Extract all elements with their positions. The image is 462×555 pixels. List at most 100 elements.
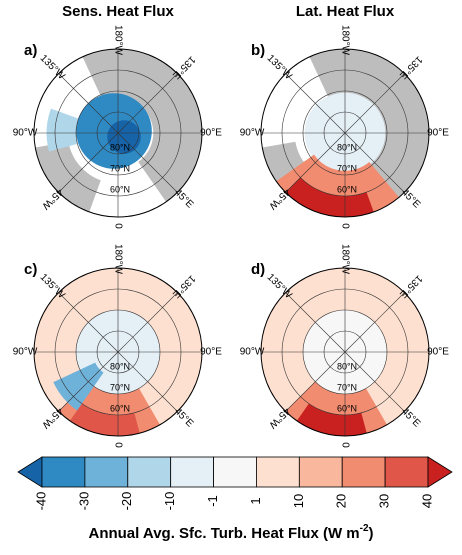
colorbar-tick-label: -20 bbox=[119, 492, 134, 511]
lon-label: 45°E bbox=[399, 406, 422, 429]
lon-label: 0 bbox=[339, 223, 350, 229]
lon-label: 0 bbox=[339, 442, 350, 448]
lon-label: 45°W bbox=[39, 405, 65, 431]
lat-label: 60°N bbox=[337, 403, 357, 413]
lat-label: 80°N bbox=[110, 361, 130, 371]
lon-label: 90°E bbox=[200, 128, 222, 139]
colorbar-tick-label: -1 bbox=[205, 495, 220, 507]
lon-label: 180°W bbox=[112, 25, 123, 56]
panel-label: d) bbox=[251, 261, 265, 278]
meridian bbox=[285, 351, 346, 412]
land-gray bbox=[308, 49, 429, 204]
map-panel: 180°W135°E90°E45°E045°W90°W135°W60°N70°N… bbox=[13, 3, 223, 229]
lat-label: 70°N bbox=[337, 382, 357, 392]
map-panel: 180°W135°E90°E45°E045°W90°W135°W60°N70°N… bbox=[240, 3, 450, 229]
meridian bbox=[285, 292, 346, 353]
meridian bbox=[117, 73, 178, 134]
flux-shade bbox=[53, 362, 104, 411]
map-border bbox=[33, 267, 203, 437]
meridian bbox=[117, 132, 178, 193]
lon-label: 90°W bbox=[13, 347, 38, 358]
lon-label: 135°W bbox=[38, 272, 67, 301]
meridian bbox=[58, 73, 119, 134]
panel-title: Lat. Heat Flux bbox=[296, 3, 395, 20]
meridian bbox=[285, 73, 346, 134]
lat-label: 70°N bbox=[110, 163, 130, 173]
colorbar-bin bbox=[213, 456, 257, 488]
flux-shade bbox=[107, 120, 141, 154]
colorbar-label: Annual Avg. Sfc. Turb. Heat Flux (W m-2) bbox=[88, 523, 373, 542]
lat-label: 60°N bbox=[110, 403, 130, 413]
meridian bbox=[344, 132, 405, 193]
colorbar-tick-label: 1 bbox=[248, 497, 263, 504]
meridian bbox=[344, 292, 405, 353]
lon-label: 180°W bbox=[339, 244, 350, 275]
colorbar-bin bbox=[41, 456, 86, 488]
lon-label: 90°E bbox=[200, 347, 222, 358]
map-panel: 180°W135°E90°E45°E045°W90°W135°W60°N70°N… bbox=[13, 244, 223, 448]
colorbar-tick-label: -40 bbox=[33, 492, 48, 511]
colorbar-bin bbox=[170, 456, 214, 488]
lon-label: 0 bbox=[112, 442, 123, 448]
lon-label: 45°E bbox=[399, 187, 422, 210]
lon-label: 45°E bbox=[172, 406, 195, 429]
meridian bbox=[58, 292, 119, 353]
colorbar-tick-label: 40 bbox=[419, 494, 434, 508]
colorbar-bin bbox=[84, 456, 129, 488]
meridian bbox=[117, 292, 178, 353]
colorbar-extend bbox=[17, 456, 43, 488]
colorbar-bin bbox=[256, 456, 300, 488]
panel-label: b) bbox=[251, 42, 265, 59]
meridian bbox=[117, 351, 178, 412]
meridian bbox=[285, 132, 346, 193]
lon-label: 135°W bbox=[265, 53, 294, 82]
map-panel: 180°W135°E90°E45°E045°W90°W135°W60°N70°N… bbox=[240, 244, 450, 448]
colorbar-tick-label: 20 bbox=[334, 494, 349, 508]
lon-label: 90°E bbox=[427, 128, 449, 139]
colorbar-bin bbox=[384, 456, 429, 488]
lat-label: 60°N bbox=[110, 184, 130, 194]
lon-label: 45°E bbox=[172, 187, 195, 210]
flux-shade bbox=[46, 108, 79, 152]
land-gray bbox=[34, 141, 101, 214]
lon-label: 180°W bbox=[112, 244, 123, 275]
lon-label: 45°W bbox=[266, 186, 292, 212]
colorbar-tick-label: -30 bbox=[76, 492, 91, 511]
colorbar-extend bbox=[427, 456, 453, 488]
colorbar-tick-label: -10 bbox=[162, 492, 177, 511]
lat-label: 70°N bbox=[337, 163, 357, 173]
meridian bbox=[58, 132, 119, 193]
panel-label: c) bbox=[24, 261, 37, 278]
lon-label: 135°W bbox=[265, 272, 294, 301]
lon-label: 180°W bbox=[339, 25, 350, 56]
lat-label: 80°N bbox=[337, 361, 357, 371]
colorbar-label-part: ) bbox=[369, 525, 374, 542]
panel-label: a) bbox=[24, 42, 37, 59]
lon-label: 90°W bbox=[13, 128, 38, 139]
lat-label: 80°N bbox=[110, 142, 130, 152]
colorbar-tick-label: 30 bbox=[377, 494, 392, 508]
meridian bbox=[344, 73, 405, 134]
lon-label: 90°E bbox=[427, 347, 449, 358]
map-border bbox=[260, 48, 430, 218]
meridian bbox=[58, 351, 119, 412]
lon-label: 45°W bbox=[266, 405, 292, 431]
lon-label: 90°W bbox=[240, 347, 265, 358]
land-gray bbox=[81, 49, 202, 204]
colorbar-bin bbox=[341, 456, 386, 488]
lon-label: 45°W bbox=[39, 186, 65, 212]
map-border bbox=[260, 267, 430, 437]
lat-label: 70°N bbox=[110, 382, 130, 392]
map-border bbox=[33, 48, 203, 218]
colorbar-bin bbox=[298, 456, 343, 488]
colorbar-tick-label: 10 bbox=[291, 494, 306, 508]
colorbar-label-part: -2 bbox=[360, 523, 369, 534]
lat-label: 80°N bbox=[337, 142, 357, 152]
panel-title: Sens. Heat Flux bbox=[62, 3, 174, 20]
colorbar-bin bbox=[127, 456, 172, 488]
lon-label: 90°W bbox=[240, 128, 265, 139]
meridian bbox=[344, 351, 405, 412]
lon-label: 135°W bbox=[38, 53, 67, 82]
lat-label: 60°N bbox=[337, 184, 357, 194]
